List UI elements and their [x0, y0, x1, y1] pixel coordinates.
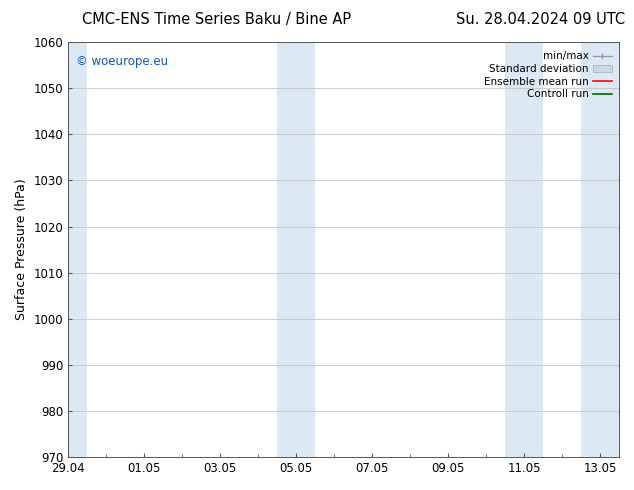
Bar [505, 42, 543, 457]
Text: © woeurope.eu: © woeurope.eu [77, 54, 169, 68]
Text: Su. 28.04.2024 09 UTC: Su. 28.04.2024 09 UTC [456, 12, 626, 27]
Text: CMC-ENS Time Series Baku / Bine AP: CMC-ENS Time Series Baku / Bine AP [82, 12, 351, 27]
Y-axis label: Surface Pressure (hPa): Surface Pressure (hPa) [15, 179, 28, 320]
Bar [49, 42, 87, 457]
Bar [581, 42, 619, 457]
Legend: min/max, Standard deviation, Ensemble mean run, Controll run: min/max, Standard deviation, Ensemble me… [482, 49, 614, 101]
Bar [277, 42, 315, 457]
